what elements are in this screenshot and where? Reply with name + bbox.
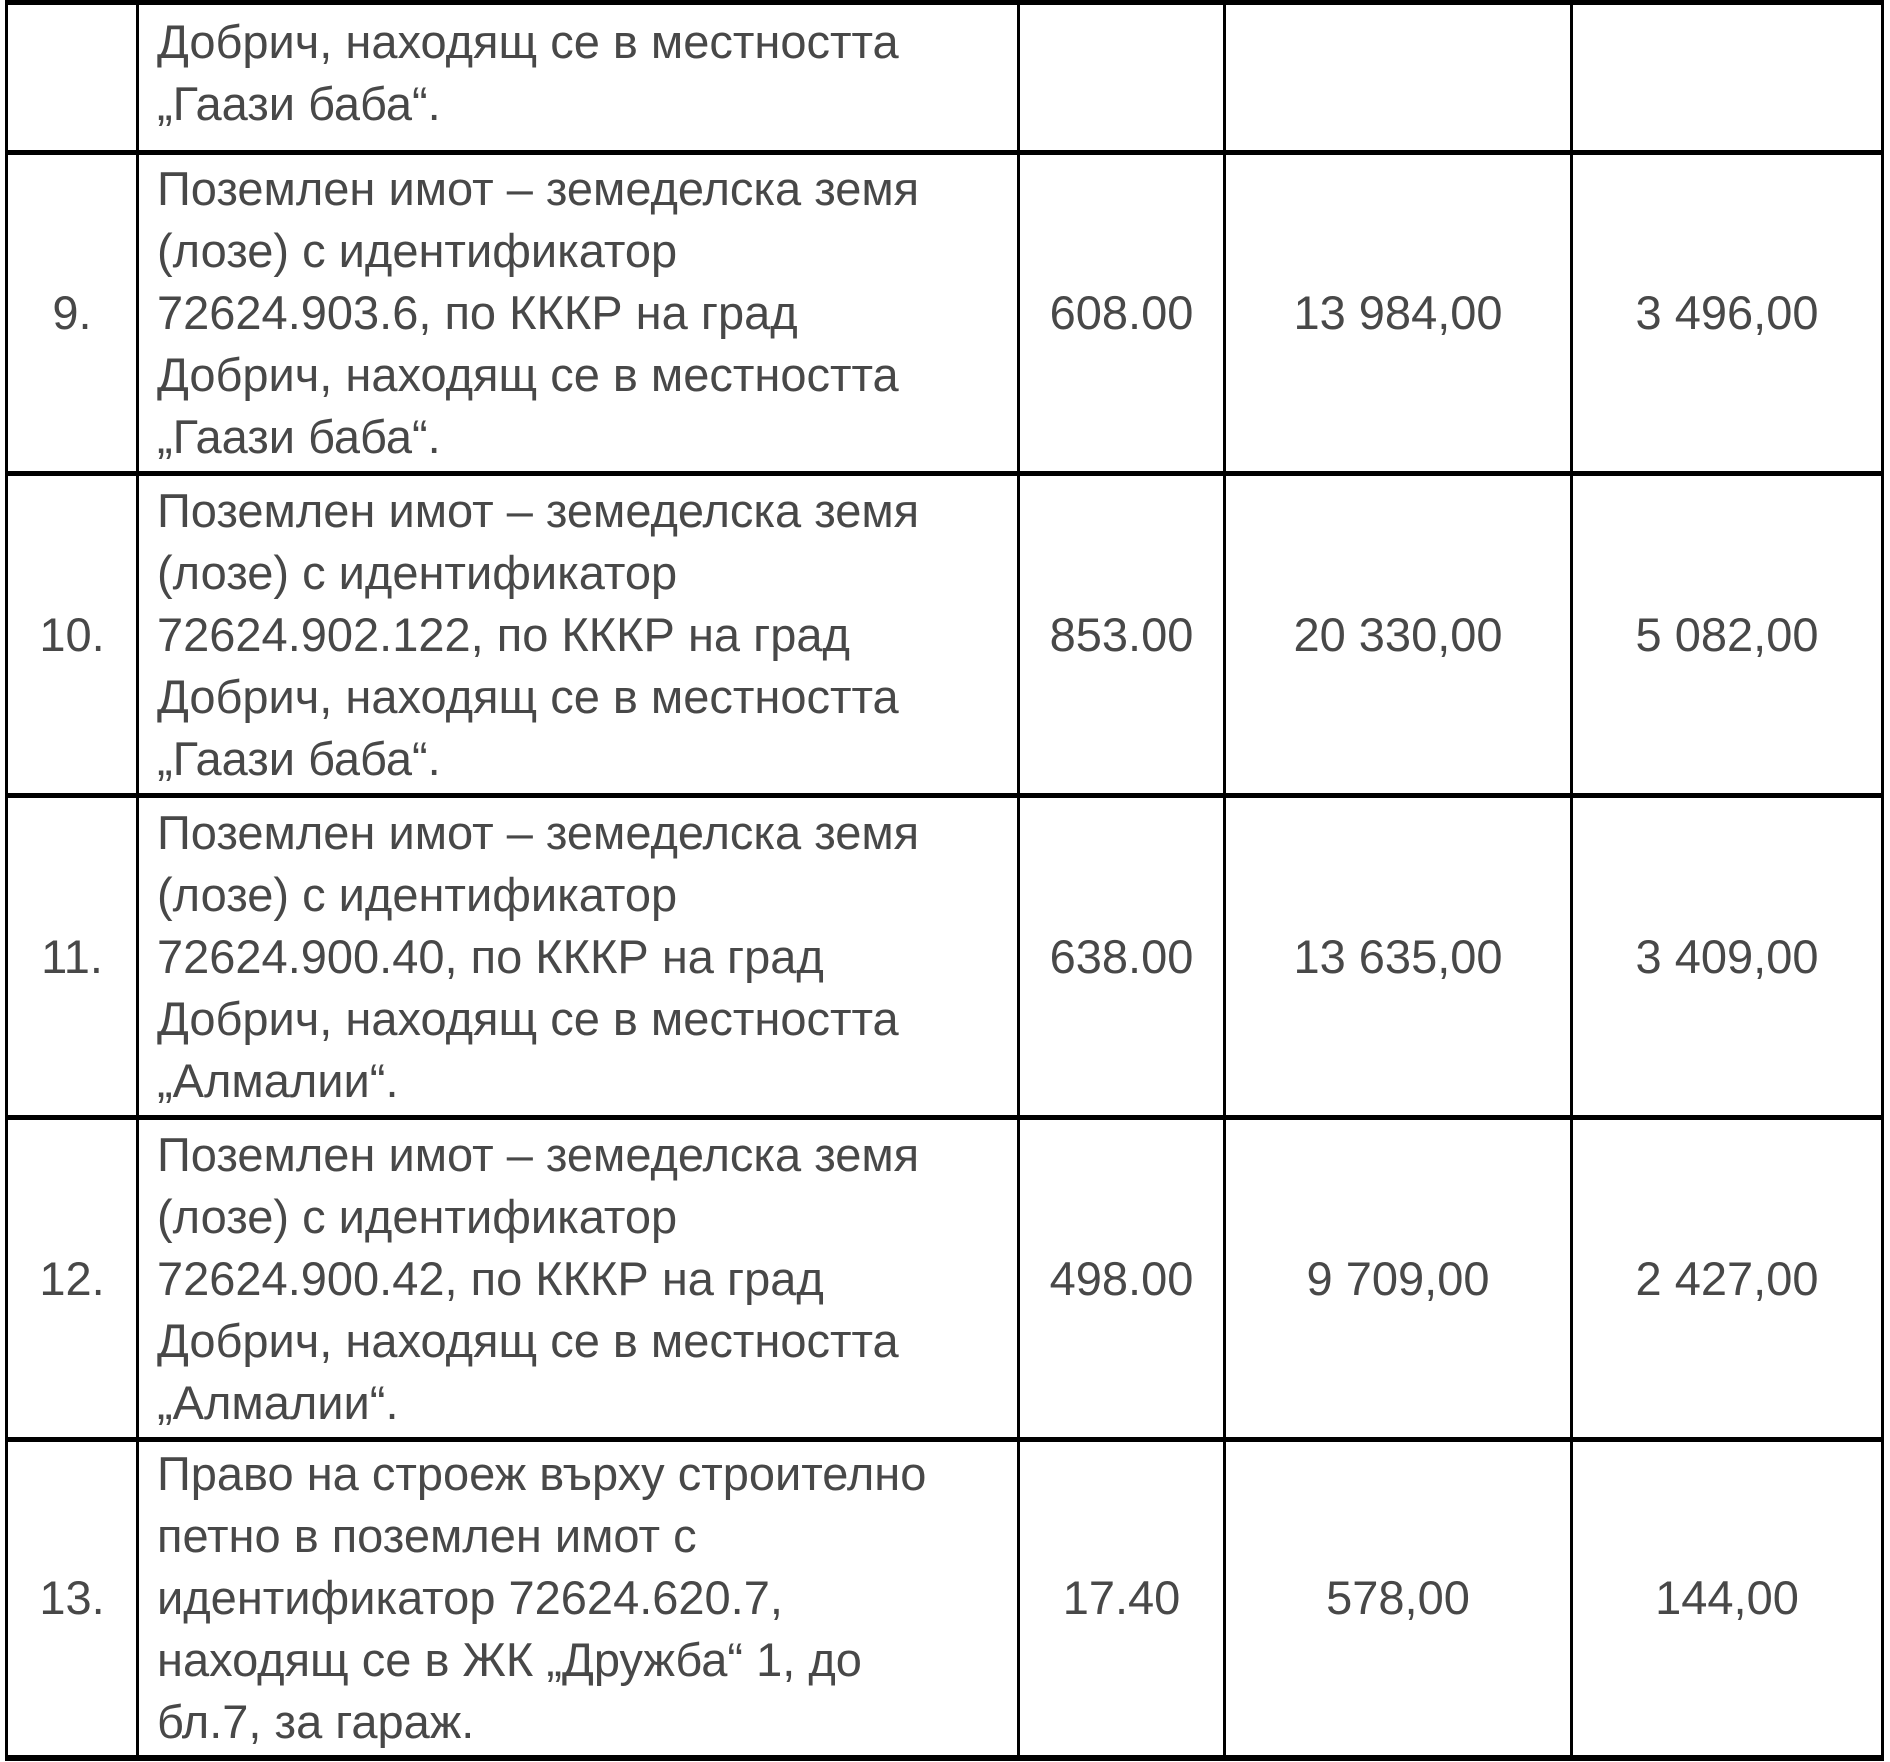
tax-value-cell: 2 427,00	[1570, 1115, 1884, 1442]
area-cell	[1017, 0, 1226, 155]
table-row: 13. Право на строеж върху строително пет…	[5, 1437, 1884, 1760]
tax-value-cell: 3 496,00	[1570, 150, 1884, 476]
tax-value-cell: 5 082,00	[1570, 471, 1884, 798]
row-number-cell: 9.	[5, 150, 139, 476]
area-cell: 608.00	[1017, 150, 1226, 476]
properties-table: Добрич, находящ се в местността „Гаази б…	[5, 0, 1884, 1761]
area-cell: 638.00	[1017, 793, 1226, 1120]
value-cell: 20 330,00	[1223, 471, 1573, 798]
description-cell: Поземлен имот – земеделска земя (лозе) с…	[136, 471, 1020, 798]
tax-value-cell: 144,00	[1570, 1437, 1884, 1760]
tax-value-cell	[1570, 0, 1884, 155]
description-cell: Добрич, находящ се в местността „Гаази б…	[136, 0, 1020, 155]
description-cell: Поземлен имот – земеделска земя (лозе) с…	[136, 793, 1020, 1120]
row-number-cell: 11.	[5, 793, 139, 1120]
value-cell: 13 635,00	[1223, 793, 1573, 1120]
description-cell: Поземлен имот – земеделска земя (лозе) с…	[136, 150, 1020, 476]
description-cell: Поземлен имот – земеделска земя (лозе) с…	[136, 1115, 1020, 1442]
row-number-cell: 13.	[5, 1437, 139, 1760]
row-number-cell: 10.	[5, 471, 139, 798]
value-cell: 578,00	[1223, 1437, 1573, 1760]
row-number-cell: 12.	[5, 1115, 139, 1442]
table-row: 10. Поземлен имот – земеделска земя (лоз…	[5, 471, 1884, 798]
area-cell: 498.00	[1017, 1115, 1226, 1442]
document-page: Добрич, находящ се в местността „Гаази б…	[5, 0, 1884, 1762]
tax-value-cell: 3 409,00	[1570, 793, 1884, 1120]
table-row: 12. Поземлен имот – земеделска земя (лоз…	[5, 1115, 1884, 1442]
table-row: 11. Поземлен имот – земеделска земя (лоз…	[5, 793, 1884, 1120]
value-cell	[1223, 0, 1573, 155]
value-cell: 9 709,00	[1223, 1115, 1573, 1442]
table-row-partial: Добрич, находящ се в местността „Гаази б…	[5, 0, 1884, 155]
value-cell: 13 984,00	[1223, 150, 1573, 476]
area-cell: 853.00	[1017, 471, 1226, 798]
table-row: 9. Поземлен имот – земеделска земя (лозе…	[5, 150, 1884, 476]
description-cell: Право на строеж върху строително петно в…	[136, 1437, 1020, 1760]
area-cell: 17.40	[1017, 1437, 1226, 1760]
row-number-cell	[5, 0, 139, 155]
